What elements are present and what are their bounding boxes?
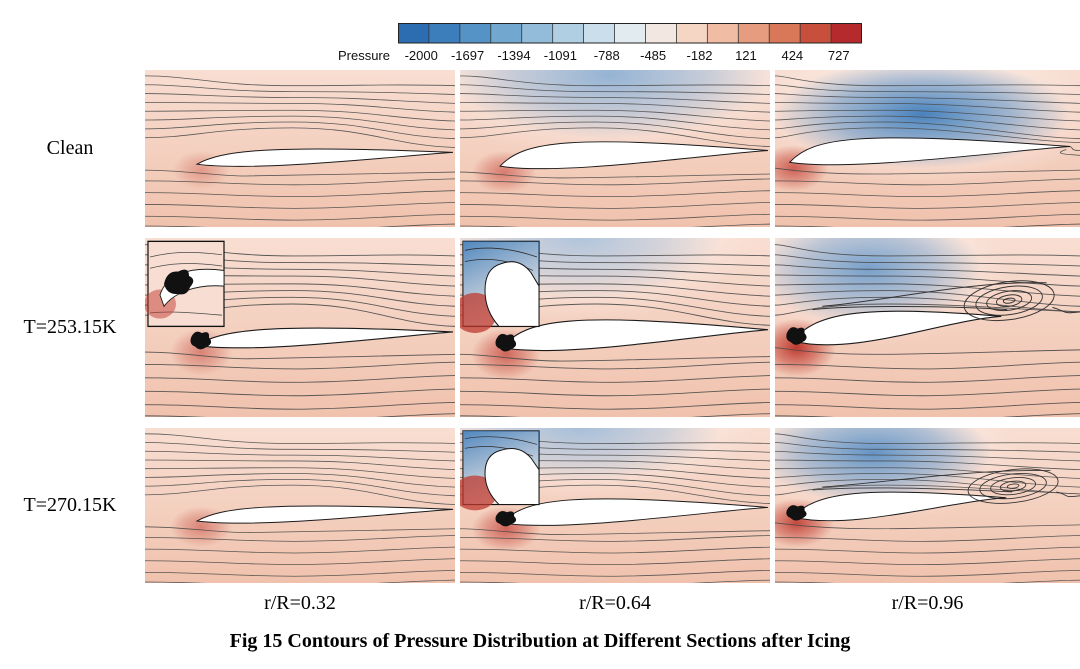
colorbar-tick-value: -1091: [543, 48, 577, 63]
col-label-r032: r/R=0.32: [264, 592, 336, 614]
colorbar-tick-values: -2000 -1697 -1394 -1091 -788 -485 -182 121 424 72…: [398, 48, 862, 63]
contour-panel-270k-r096: [775, 428, 1080, 583]
colorbar-tick-value: -788: [593, 48, 620, 63]
colorbar-tick-value: -2000: [404, 48, 438, 63]
colorbar-tick-value: 727: [827, 48, 850, 63]
colorbar-tick-value: -1697: [450, 48, 485, 63]
colorbar-tick-value: -485: [640, 48, 667, 63]
contour-plot: [460, 238, 770, 417]
colorbar-tick-value: -1394: [497, 48, 531, 63]
contour-plot: [775, 70, 1080, 227]
row-label-clean: Clean: [46, 137, 94, 159]
contour-plot: [775, 238, 1080, 417]
col-label-r064: r/R=0.64: [579, 592, 651, 614]
contour-panel-clean-r032: [145, 70, 455, 227]
colorbar-tick-value: -182: [686, 48, 713, 63]
contour-panel-270k-r064: [460, 428, 770, 583]
row-label-253-15k: T=253.15K: [23, 316, 117, 338]
contour-plot: [460, 70, 770, 227]
contour-plot: [145, 238, 455, 417]
contour-panel-clean-r064: [460, 70, 770, 227]
pressure-colorbar: [398, 23, 862, 44]
contour-plot: [460, 428, 770, 583]
colorbar-ticks-row: Pressure -2000 -1697 -1394 -1091 -788 -485 -18…: [312, 48, 862, 63]
contour-panel-253k-r096: [775, 238, 1080, 417]
contour-panel-clean-r096: [775, 70, 1080, 227]
contour-panel-253k-r032: [145, 238, 455, 417]
col-label-r096: r/R=0.96: [891, 592, 964, 614]
figure-caption: Fig 15 Contours of Pressure Distribution…: [229, 630, 851, 652]
colorbar-title: Pressure: [337, 48, 390, 63]
row-label-270-15k: T=270.15K: [23, 494, 117, 516]
contour-panel-253k-r064: [460, 238, 770, 417]
contour-plot: [145, 70, 455, 227]
contour-plot: [145, 428, 455, 583]
colorbar-tick-value: 121: [735, 48, 757, 63]
contour-panel-270k-r032: [145, 428, 455, 583]
colorbar-tick-value: 424: [781, 48, 804, 63]
contour-plot: [775, 428, 1080, 583]
